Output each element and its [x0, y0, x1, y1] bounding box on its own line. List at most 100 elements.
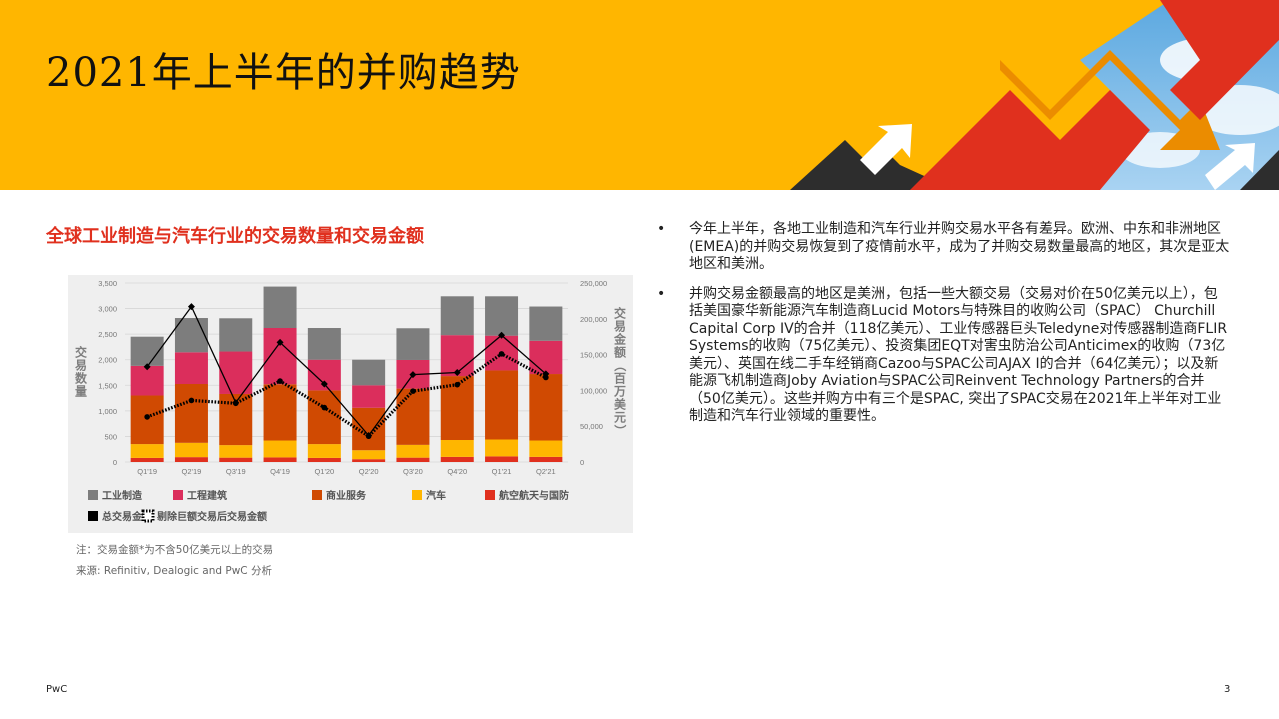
x-tick-label: Q1'19 [137, 467, 157, 476]
bar-segment [352, 385, 386, 408]
bar-segment [174, 352, 208, 385]
legend-swatch [88, 490, 98, 500]
bar-segment [485, 296, 519, 336]
y-tick-label: 1,500 [98, 381, 117, 390]
y2-tick-label: 0 [580, 458, 584, 467]
bar-segment [485, 456, 519, 462]
series-point [232, 400, 239, 407]
y2-tick-label: 50,000 [580, 422, 603, 431]
footer-brand: PwC [46, 684, 68, 695]
legend-label: 剔除巨额交易后交易金额 [156, 510, 267, 523]
series-point [320, 380, 328, 388]
y-tick-label: 3,000 [98, 305, 117, 314]
bar-segment [219, 457, 253, 462]
legend-swatch [412, 490, 422, 500]
bar-segment [485, 370, 519, 440]
x-tick-label: Q4'19 [270, 467, 290, 476]
series-line [146, 305, 547, 437]
bar-segment [529, 306, 563, 341]
series-point [410, 388, 416, 394]
y2-tick-label: 200,000 [580, 315, 607, 324]
y-tick-label: 2,500 [98, 330, 117, 339]
bar-segment [440, 440, 474, 457]
y2-axis-title: 万 [613, 385, 626, 399]
header-banner: 2021年上半年的并购趋势 [0, 0, 1279, 190]
chart-note: 注：交易金额*为不含50亿美元以上的交易 [76, 544, 274, 556]
bullet-item: • 今年上半年，各地工业制造和汽车行业并购交易水平各有差异。欧洲、中东和非洲地区… [655, 221, 1230, 274]
series-point [143, 363, 151, 371]
y2-tick-label: 150,000 [580, 351, 607, 360]
y-tick-label: 2,000 [98, 356, 117, 365]
legend-swatch [173, 490, 183, 500]
x-tick-label: Q4'20 [447, 467, 467, 476]
bar-segment [130, 365, 164, 396]
y2-axis-title: 金 [613, 332, 627, 347]
x-tick-label: Q3'20 [403, 467, 423, 476]
series-point [365, 433, 372, 440]
x-tick-label: Q2'19 [182, 467, 202, 476]
series-point [277, 378, 283, 384]
series-point [453, 369, 461, 376]
y-axis-title: 量 [75, 385, 87, 399]
arrow-graphic-decoration [790, 0, 1279, 190]
bar-segment [219, 445, 253, 458]
bar-segment [174, 442, 208, 458]
bar-segment [529, 456, 563, 462]
bar-segment [174, 457, 208, 462]
bar-segment [352, 459, 386, 462]
y2-axis-title: 百 [614, 372, 626, 386]
bar-segment [440, 296, 474, 336]
page-number: 3 [1224, 684, 1231, 695]
series-point [409, 371, 417, 379]
bar-segment [130, 457, 164, 462]
y2-axis-title: （ [613, 359, 628, 371]
bar-segment [440, 456, 474, 462]
x-tick-label: Q1'20 [314, 467, 334, 476]
series-point [276, 338, 284, 346]
legend-swatch [312, 490, 322, 500]
bar-segment [130, 444, 164, 458]
bar-segment [352, 407, 386, 451]
series-point [543, 374, 549, 381]
y-axis-title: 易 [75, 359, 87, 373]
bar-segment [307, 444, 341, 458]
chart-bars [130, 286, 563, 462]
bar-segment [307, 457, 341, 462]
y-tick-label: 500 [104, 432, 117, 441]
chart-heading: 全球工业制造与汽车行业的交易数量和交易金额 [46, 226, 424, 247]
bullet-text: 并购交易金额最高的地区是美洲，包括一些大额交易（交易对价在50亿美元以上），包括… [689, 285, 1228, 425]
bullet-dot-icon: • [657, 221, 666, 237]
y-tick-label: 1,000 [98, 407, 117, 416]
chart-axes: 0 500 1,000 1,500 2,000 2,500 3,000 3,500 0 50,00… [75, 279, 628, 476]
y-axis-title: 数 [75, 371, 88, 386]
chart-source: 来源: Refinitiv, Dealogic and PwC 分析 [76, 565, 272, 577]
bar-segment [174, 318, 208, 353]
bar-segment [263, 384, 297, 441]
y2-axis-title: 额 [614, 345, 626, 360]
y-axis-title: 交 [75, 345, 87, 360]
series-point [498, 331, 506, 339]
page-title: 2021年上半年的并购趋势 [46, 50, 521, 96]
series-point [321, 404, 328, 411]
legend-swatch [88, 511, 98, 521]
y2-axis-title: 易 [614, 320, 626, 334]
series-point [498, 351, 505, 357]
legend-label: 总交易金额 [102, 510, 152, 523]
series-point [144, 414, 150, 420]
y2-axis-title: 美 [614, 397, 627, 412]
bar-segment [263, 286, 297, 329]
x-tick-label: Q1'21 [492, 467, 512, 476]
bar-segment [263, 328, 297, 385]
bar-segment [485, 439, 519, 457]
bar-segment [396, 457, 430, 462]
bullet-dot-icon: • [657, 285, 666, 302]
x-tick-label: Q2'20 [359, 467, 379, 476]
legend-label: 工业制造 [102, 489, 143, 502]
bar-segment [263, 440, 297, 458]
series-point [187, 303, 195, 311]
bullet-text: 今年上半年，各地工业制造和汽车行业并购交易水平各有差异。欧洲、中东和非洲地区(E… [689, 221, 1230, 272]
series-point [188, 397, 195, 404]
bar-segment [263, 457, 297, 462]
chart-lines [143, 303, 550, 440]
